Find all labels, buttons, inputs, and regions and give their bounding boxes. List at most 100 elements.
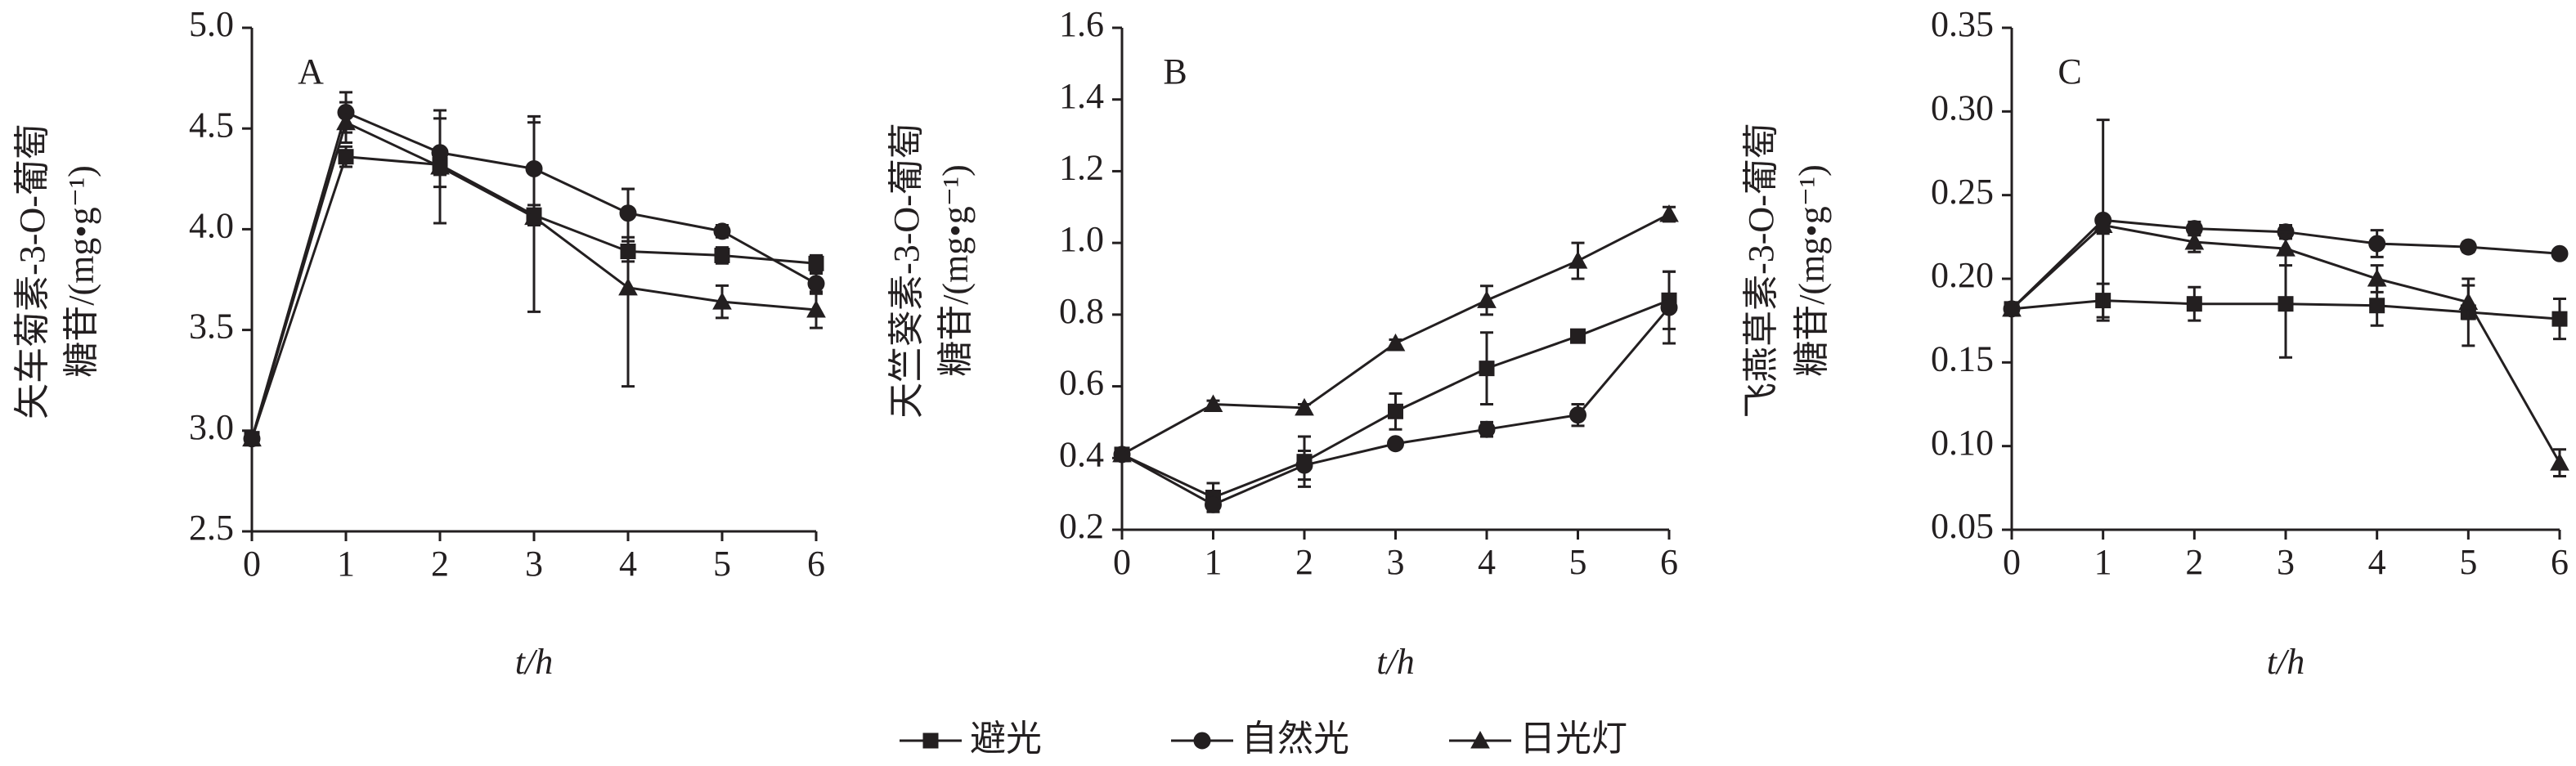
y-axis-label: 天竺葵素-3-O-葡萄 xyxy=(886,123,927,419)
y-tick-label: 0.20 xyxy=(1931,255,1994,295)
x-tick-label: 3 xyxy=(1387,542,1405,582)
x-tick-label: 0 xyxy=(1113,542,1131,582)
y-tick-label: 1.2 xyxy=(1059,148,1104,188)
marker-triangle xyxy=(2002,298,2022,317)
marker-triangle xyxy=(1659,204,1679,222)
panel: 0.2 0.4 0.6 0.8 1.0 1.2 1.4 1.6 0 1 2 3 4 5 6 t/h 天竺葵素-3… xyxy=(886,4,1679,682)
marker-triangle xyxy=(2550,453,2569,471)
x-tick-label: 1 xyxy=(337,544,355,584)
panel: 0.05 0.10 0.15 0.20 0.25 0.30 0.35 0 1 2 3 4 5 6 t/h 飞燕… xyxy=(1741,4,2569,682)
marker-circle xyxy=(2551,244,2569,262)
x-tick-label: 3 xyxy=(525,544,543,584)
marker-triangle xyxy=(1295,397,1314,416)
y-axis-label: 糖苷/(mg•g⁻¹) xyxy=(1792,164,1832,377)
y-tick-label: 0.4 xyxy=(1059,434,1104,474)
marker-triangle xyxy=(618,277,638,296)
x-tick-label: 5 xyxy=(2459,542,2477,582)
y-tick-label: 0.25 xyxy=(1931,172,1994,212)
legend-label: 自然光 xyxy=(1241,718,1349,759)
panel: 2.5 3.0 3.5 4.0 4.5 5.0 0 1 2 3 4 5 6 t/h 矢车菊素-3-O-葡萄糖… xyxy=(12,4,826,682)
x-tick-label: 5 xyxy=(713,544,731,584)
marker-circle xyxy=(1387,435,1404,453)
y-tick-label: 2.5 xyxy=(189,508,234,548)
y-tick-label: 0.15 xyxy=(1931,338,1994,379)
y-tick-label: 4.5 xyxy=(189,105,234,145)
x-tick-label: 1 xyxy=(2094,542,2112,582)
marker-triangle xyxy=(2184,231,2205,250)
marker-circle xyxy=(2459,238,2477,256)
y-axis-label: 糖苷/(mg•g⁻¹) xyxy=(61,165,101,378)
marker-circle xyxy=(807,275,825,293)
x-tick-label: 6 xyxy=(807,544,825,584)
marker-square xyxy=(808,255,824,271)
y-tick-label: 0.35 xyxy=(1931,4,1994,44)
marker-triangle xyxy=(1112,444,1132,463)
marker-circle xyxy=(1205,495,1222,513)
panel-label: B xyxy=(1163,52,1187,92)
marker-triangle xyxy=(1477,290,1497,308)
marker-square xyxy=(338,149,354,165)
y-tick-label: 1.4 xyxy=(1059,76,1104,116)
marker-triangle xyxy=(336,112,356,131)
x-axis-label: t/h xyxy=(2267,642,2304,682)
marker-square xyxy=(2369,298,2385,314)
marker-square xyxy=(2186,296,2202,312)
marker-triangle xyxy=(712,292,732,310)
marker-circle xyxy=(1478,420,1496,438)
marker-triangle xyxy=(524,207,544,226)
y-tick-label: 1.6 xyxy=(1059,4,1104,44)
marker-triangle xyxy=(2458,292,2479,311)
x-tick-label: 4 xyxy=(2368,542,2386,582)
y-tick-label: 0.6 xyxy=(1059,363,1104,403)
x-tick-label: 0 xyxy=(243,544,261,584)
x-tick-label: 4 xyxy=(1478,542,1496,582)
legend-label: 避光 xyxy=(970,718,1042,759)
x-tick-label: 0 xyxy=(2003,542,2021,582)
marker-triangle xyxy=(2367,268,2387,287)
y-tick-label: 0.8 xyxy=(1059,291,1104,331)
marker-square xyxy=(714,247,730,263)
marker-triangle xyxy=(1568,251,1588,269)
marker-circle xyxy=(1295,456,1313,474)
y-axis-label: 矢车菊素-3-O-葡萄 xyxy=(12,123,52,419)
y-tick-label: 0.10 xyxy=(1931,423,1994,463)
x-tick-label: 2 xyxy=(431,544,449,584)
y-tick-label: 5.0 xyxy=(189,4,234,44)
marker-triangle xyxy=(1385,333,1406,352)
marker-triangle xyxy=(2093,215,2113,234)
marker-circle xyxy=(2368,235,2386,253)
marker-square xyxy=(1570,328,1586,344)
y-tick-label: 3.5 xyxy=(189,307,234,347)
marker-square xyxy=(2278,296,2294,312)
legend-label: 日光灯 xyxy=(1519,718,1627,759)
x-tick-label: 3 xyxy=(2277,542,2295,582)
y-tick-label: 0.30 xyxy=(1931,87,1994,128)
y-axis-label: 糖苷/(mg•g⁻¹) xyxy=(936,164,976,377)
legend: 避光 自然光 日光灯 xyxy=(900,718,1627,759)
y-tick-label: 0.05 xyxy=(1931,506,1994,546)
marker-square xyxy=(1388,403,1403,419)
marker-triangle xyxy=(1470,730,1490,749)
x-tick-label: 6 xyxy=(2551,542,2569,582)
marker-circle xyxy=(713,222,731,240)
marker-circle xyxy=(1660,298,1678,316)
y-tick-label: 0.2 xyxy=(1059,506,1104,546)
y-tick-label: 4.0 xyxy=(189,205,234,245)
y-tick-label: 1.0 xyxy=(1059,219,1104,259)
y-tick-label: 3.0 xyxy=(189,407,234,447)
marker-circle xyxy=(1569,406,1586,424)
marker-square xyxy=(922,732,939,749)
panel-label: C xyxy=(2058,52,2081,92)
marker-triangle xyxy=(430,156,450,175)
x-tick-label: 2 xyxy=(1295,542,1313,582)
marker-triangle xyxy=(242,428,262,447)
x-tick-label: 2 xyxy=(2185,542,2203,582)
marker-circle xyxy=(1193,732,1211,750)
x-tick-label: 1 xyxy=(1205,542,1223,582)
x-axis-label: t/h xyxy=(515,642,553,682)
marker-square xyxy=(1479,361,1495,377)
x-tick-label: 6 xyxy=(1660,542,1678,582)
x-tick-label: 4 xyxy=(619,544,637,584)
marker-triangle xyxy=(1203,394,1223,412)
